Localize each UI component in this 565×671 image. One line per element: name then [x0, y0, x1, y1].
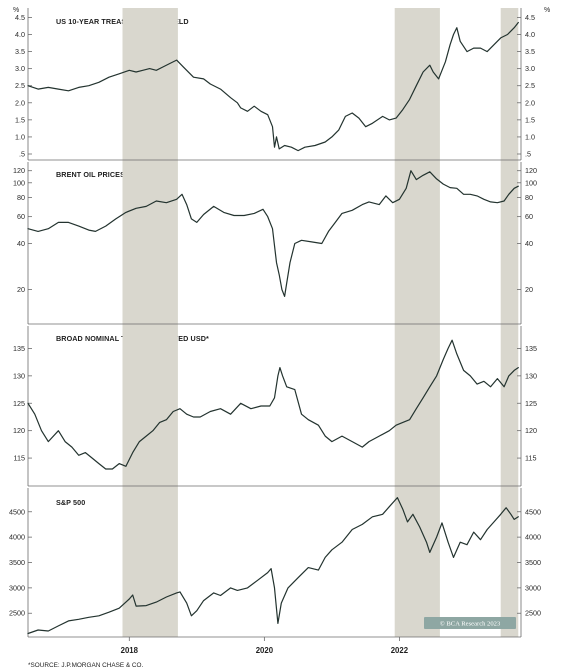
y-tick-label-right: 80 — [525, 193, 533, 202]
y-tick-label-right: 2500 — [525, 609, 541, 618]
y-tick-label-right: 100 — [525, 178, 537, 187]
panel-marks-2: 20 20 40 40 60 60 80 80 100 100 120 120 — [13, 162, 537, 325]
y-tick-label-right: .5 — [525, 150, 531, 159]
y-tick-label-right: 3.0 — [525, 64, 535, 73]
y-tick-label-left: 135 — [13, 344, 25, 353]
panel-sp500: S&P 500 — [56, 498, 85, 507]
y-tick-label-right: 2.5 — [525, 81, 535, 90]
y-tick-label-right: 4.5 — [525, 13, 535, 22]
y-tick-label-right: 4.0 — [525, 30, 535, 39]
y-tick-label-right: 4500 — [525, 507, 541, 516]
y-tick-label-right: 130 — [525, 371, 537, 380]
x-tick-label: 2020 — [256, 646, 274, 655]
y-tick-label-right: 20 — [525, 285, 533, 294]
series-line — [27, 21, 519, 152]
y-tick-label-left: 2500 — [9, 609, 25, 618]
y-tick-label-right: 125 — [525, 399, 537, 408]
y-tick-label-left: 20 — [17, 285, 25, 294]
panel-title-sp500: S&P 500 — [56, 498, 85, 507]
series-line — [27, 170, 519, 297]
x-tick-label: 2022 — [391, 646, 409, 655]
y-tick-label-left: 4.5 — [15, 13, 25, 22]
y-tick-label-right: 60 — [525, 212, 533, 221]
y-tick-label-right: 120 — [525, 426, 537, 435]
y-tick-label-left: 4000 — [9, 533, 25, 542]
shaded-period-3 — [500, 8, 519, 637]
y-tick-label-left: 1.5 — [15, 115, 25, 124]
y-tick-label-right: 1.0 — [525, 132, 535, 141]
y-tick-label-left: 120 — [13, 426, 25, 435]
panel-oil: BRENT OIL PRICES IN US$ — [56, 170, 151, 179]
panel-title-oil: BRENT OIL PRICES IN US$ — [56, 170, 151, 179]
panel-marks-1: .5 .5 1.0 1.0 1.5 1.5 2.0 2.0 2.5 2.5 3.0 3.0 3.5 3.5… — [15, 8, 535, 161]
series-line — [27, 339, 519, 470]
y-tick-label-right: 40 — [525, 239, 533, 248]
shaded-period-2 — [394, 8, 440, 637]
y-tick-label-left: 4500 — [9, 507, 25, 516]
series-line — [27, 497, 519, 635]
y-tick-label-right: 4000 — [525, 533, 541, 542]
y-tick-label-right: 1.5 — [525, 115, 535, 124]
y-tick-label-left: 4.0 — [15, 30, 25, 39]
unit-label-right-treasury: % — [544, 7, 550, 14]
y-tick-label-left: 125 — [13, 399, 25, 408]
y-tick-label-left: 120 — [13, 166, 25, 175]
credit-label: © BCA Research 2023 — [440, 621, 501, 628]
y-tick-label-left: 130 — [13, 371, 25, 380]
source-note: *SOURCE: J.P.MORGAN CHASE & CO. — [28, 662, 144, 669]
chart-marks: .5 .5 1.0 1.0 1.5 1.5 2.0 2.0 2.5 2.5 3.0 3.0 3.5 3.5… — [9, 8, 541, 655]
panel-marks-3: 115 115 120 120 125 125 130 130 135 135 — [13, 326, 537, 487]
y-tick-label-left: 3.5 — [15, 47, 25, 56]
y-tick-label-left: 115 — [14, 454, 25, 463]
y-tick-label-left: 40 — [17, 239, 25, 248]
y-tick-label-left: 80 — [17, 193, 25, 202]
y-tick-label-left: 3.0 — [15, 64, 25, 73]
y-tick-label-left: 3500 — [9, 558, 25, 567]
y-tick-label-left: 2.0 — [15, 98, 25, 107]
y-tick-label-left: 1.0 — [15, 132, 25, 141]
y-tick-label-right: 3500 — [525, 558, 541, 567]
y-tick-label-right: 3000 — [525, 583, 541, 592]
y-tick-label-left: .5 — [19, 150, 25, 159]
panel-title-treasury: US 10-YEAR TREASURY BOND YIELD — [56, 17, 189, 26]
y-tick-label-right: 2.0 — [525, 98, 535, 107]
y-tick-label-right: 135 — [525, 344, 537, 353]
x-tick-label: 2018 — [121, 646, 139, 655]
y-tick-label-right: 3.5 — [525, 47, 535, 56]
panel-marks-4: 2500 2500 3000 3000 3500 3500 4000 4000 4500 4500 — [9, 488, 541, 638]
y-tick-label-left: 100 — [13, 178, 25, 187]
unit-label-left-treasury: % — [13, 7, 19, 14]
y-tick-label-left: 2.5 — [15, 81, 25, 90]
shaded-period-1 — [122, 8, 178, 637]
y-tick-label-right: 115 — [525, 454, 536, 463]
credit-box — [424, 617, 516, 629]
y-tick-label-right: 120 — [525, 166, 537, 175]
panel-treasury: US 10-YEAR TREASURY BOND YIELD % % — [13, 7, 550, 26]
y-tick-label-left: 60 — [17, 212, 25, 221]
y-tick-label-left: 3000 — [9, 583, 25, 592]
